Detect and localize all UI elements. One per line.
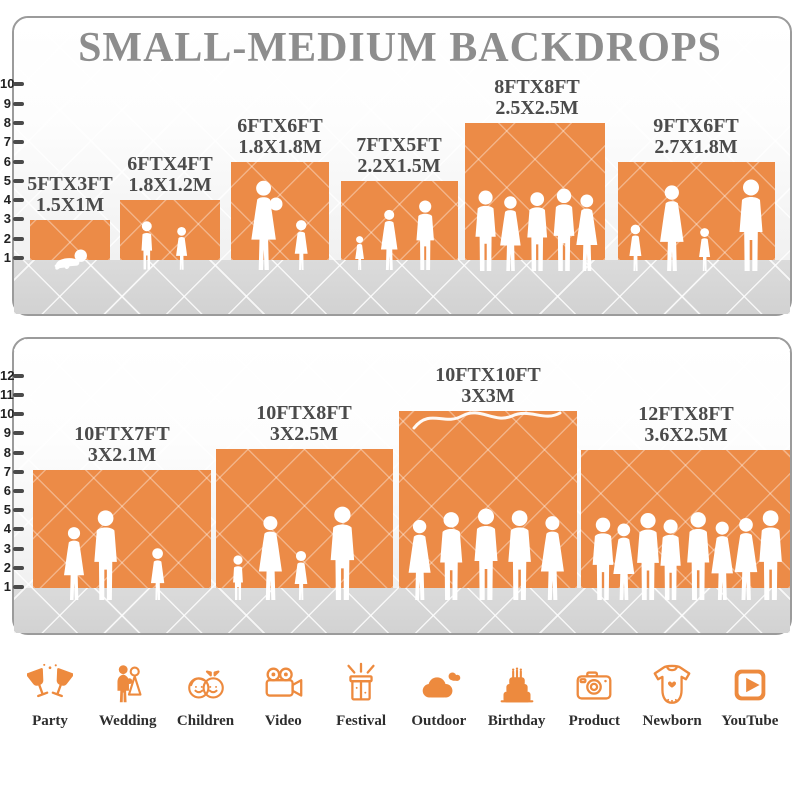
size-label-m: 2.5X2.5M — [495, 97, 579, 119]
ruler-number: 1 — [3, 579, 11, 594]
size-label-12x8: 12FTX8FT 3.6X2.5M — [638, 404, 734, 446]
people-silhouette-family-3 — [355, 200, 434, 270]
size-label-ft: 12FTX8FT — [638, 403, 734, 425]
category-outdoor: Outdoor — [401, 662, 477, 730]
size-label-m: 3X3M — [461, 385, 515, 407]
category-party: Party — [12, 662, 88, 730]
size-label-10x10: 10FTX10FT 3X3M — [435, 365, 541, 407]
category-label: Video — [264, 713, 302, 729]
size-label-10x8: 10FTX8FT 3X2.5M — [256, 403, 352, 445]
category-label: Newborn — [642, 713, 702, 729]
size-label-m: 1.8X1.8M — [238, 136, 322, 158]
people-silhouette-group-5 — [475, 188, 598, 272]
category-birthday: Birthday — [479, 662, 555, 730]
size-label-m: 2.7X1.8M — [654, 136, 738, 158]
ruler-number: 9 — [3, 95, 11, 111]
ruler-number: 5 — [3, 502, 11, 518]
ruler-number: 11 — [0, 387, 14, 402]
youtube-icon — [734, 669, 766, 701]
party-icon — [27, 663, 73, 698]
people-silhouette-family-4 — [233, 506, 355, 600]
category-label: Children — [176, 713, 235, 729]
size-label-ft: 7FTX5FT — [356, 134, 442, 156]
size-label-9x6: 9FTX6FT 2.7X1.8M — [653, 116, 739, 158]
category-row: Party Wedding — [12, 662, 788, 730]
ruler-number: 6 — [3, 153, 11, 169]
video-icon — [265, 667, 303, 697]
size-label-6x4: 6FTX4FT 1.8X1.2M — [127, 154, 213, 196]
size-label-m: 3.6X2.5M — [644, 424, 728, 446]
size-label-m: 1.5X1M — [35, 194, 105, 216]
people-silhouette-mother-children — [251, 180, 308, 271]
category-product: Product — [556, 662, 632, 730]
people-silhouette-group-5 — [408, 508, 564, 601]
size-label-6x6: 6FTX6FT 1.8X1.8M — [237, 116, 323, 158]
newborn-icon — [653, 664, 691, 704]
category-label: Outdoor — [411, 713, 467, 729]
size-label-m: 3X2.1M — [87, 444, 157, 466]
category-label: Wedding — [99, 713, 157, 729]
page-title: SMALL-MEDIUM BACKDROPS — [78, 25, 722, 71]
category-label: Birthday — [487, 713, 546, 729]
ruler-number: 4 — [3, 521, 11, 537]
ruler-number: 3 — [3, 540, 11, 556]
size-label-ft: 10FTX7FT — [74, 423, 170, 445]
ruler-number: 3 — [3, 211, 11, 227]
ruler-number: 6 — [3, 483, 11, 498]
people-silhouette-crowd-8 — [592, 510, 782, 601]
ruler-number: 7 — [3, 463, 11, 479]
size-label-7x5: 7FTX5FT 2.2X1.5M — [356, 135, 442, 177]
size-label-10x7: 10FTX7FT 3X2.1M — [74, 424, 170, 466]
size-label-ft: 10FTX8FT — [256, 402, 352, 424]
birthday-icon — [500, 667, 533, 703]
size-label-m: 1.8X1.2M — [128, 174, 212, 196]
product-icon — [576, 671, 612, 700]
size-label-8x8: 8FTX8FT 2.5X2.5M — [494, 77, 580, 119]
ruler-number: 1 — [3, 250, 11, 265]
category-youtube: YouTube — [712, 662, 788, 730]
ruler-number: 7 — [3, 134, 11, 150]
ruler-number: 2 — [3, 230, 11, 246]
ruler-number: 10 — [0, 406, 15, 422]
category-video: Video — [245, 662, 321, 730]
ruler-number: 12 — [0, 367, 15, 383]
size-label-ft: 8FTX8FT — [494, 76, 580, 98]
ruler-number: 8 — [3, 444, 11, 460]
size-label-ft: 9FTX6FT — [653, 115, 739, 137]
size-label-ft: 6FTX4FT — [127, 153, 213, 175]
ruler-number: 2 — [3, 559, 11, 575]
outdoor-icon — [422, 672, 461, 698]
category-label: Product — [568, 713, 621, 729]
ruler-number: 9 — [3, 425, 11, 441]
festival-icon — [347, 662, 375, 701]
size-label-5x3: 5FTX3FT 1.5X1M — [27, 174, 113, 216]
script-flourish — [412, 411, 562, 430]
category-label: Party — [32, 713, 68, 729]
category-children: Children — [168, 662, 244, 730]
people-silhouette-baby — [54, 249, 87, 270]
size-label-m: 3X2.5M — [269, 423, 339, 445]
people-silhouette-family-4 — [629, 179, 763, 272]
size-label-ft: 6FTX6FT — [237, 115, 323, 137]
category-festival: Festival — [323, 662, 399, 730]
children-icon — [187, 670, 224, 699]
category-label: YouTube — [721, 713, 779, 729]
ruler-number: 8 — [3, 114, 11, 130]
size-label-ft: 10FTX10FT — [435, 364, 541, 386]
ruler-number: 10 — [0, 76, 15, 92]
wedding-icon — [117, 665, 142, 703]
people-silhouette-children — [141, 221, 188, 270]
people-silhouette-family-3 — [64, 510, 165, 601]
category-label: Festival — [336, 713, 387, 729]
category-wedding: Wedding — [90, 662, 166, 730]
size-label-ft: 5FTX3FT — [27, 173, 113, 195]
ruler-number: 4 — [3, 192, 11, 208]
category-newborn: Newborn — [634, 662, 710, 730]
ruler-number: 5 — [3, 172, 11, 188]
size-label-m: 2.2X1.5M — [357, 155, 441, 177]
